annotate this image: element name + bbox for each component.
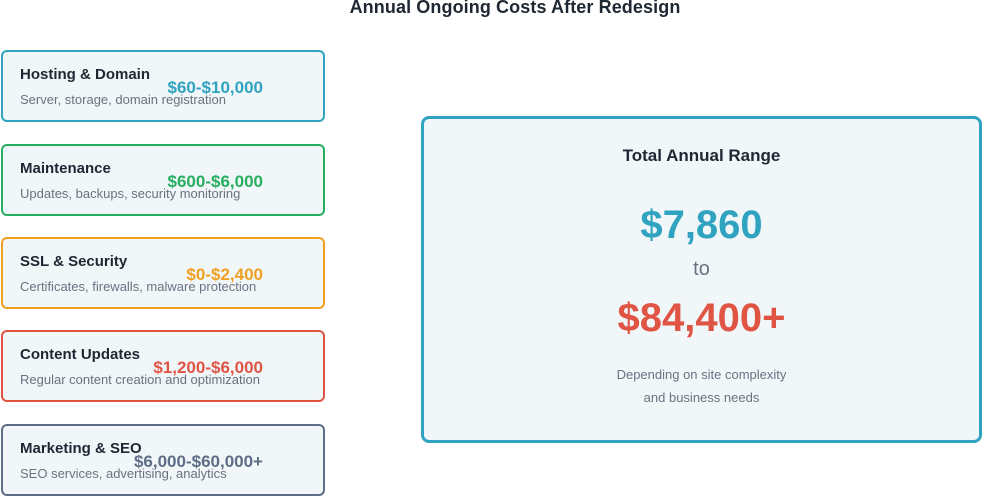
total-range-panel: Total Annual Range $7,860 to $84,400+ De… xyxy=(421,116,982,443)
card-description: Certificates, firewalls, malware protect… xyxy=(20,279,257,294)
card-amount: $1,200-$6,000 xyxy=(153,358,263,377)
total-high-value: $84,400+ xyxy=(617,296,786,340)
total-low-value: $7,860 xyxy=(640,203,763,247)
cost-card-maintenance: Maintenance Updates, backups, security m… xyxy=(1,144,325,216)
card-description: SEO services, advertising, analytics xyxy=(20,466,227,481)
total-note-line-2: and business needs xyxy=(643,390,760,405)
diagram-title: Annual Ongoing Costs After Redesign xyxy=(349,0,681,17)
total-connector: to xyxy=(693,258,710,280)
card-description: Server, storage, domain registration xyxy=(20,92,226,107)
card-name: Hosting & Domain xyxy=(20,66,150,83)
cost-card-ssl-security: SSL & Security Certificates, firewalls, … xyxy=(1,237,325,309)
total-title: Total Annual Range xyxy=(622,146,781,165)
card-amount: $6,000-$60,000+ xyxy=(133,452,263,471)
card-amount: $60-$10,000 xyxy=(167,78,263,97)
card-name: SSL & Security xyxy=(20,253,128,270)
card-amount: $0-$2,400 xyxy=(186,265,263,284)
total-note-line-1: Depending on site complexity xyxy=(616,367,787,382)
card-name: Maintenance xyxy=(20,160,111,177)
card-description: Regular content creation and optimizatio… xyxy=(20,372,260,387)
card-amount: $600-$6,000 xyxy=(167,172,263,191)
card-name: Content Updates xyxy=(20,346,140,363)
cost-card-content-updates: Content Updates Regular content creation… xyxy=(1,330,325,402)
card-name: Marketing & SEO xyxy=(20,440,142,457)
cost-card-marketing-seo: Marketing & SEO SEO services, advertisin… xyxy=(1,424,325,496)
card-description: Updates, backups, security monitoring xyxy=(20,186,241,201)
cost-card-hosting-domain: Hosting & Domain Server, storage, domain… xyxy=(1,50,325,122)
